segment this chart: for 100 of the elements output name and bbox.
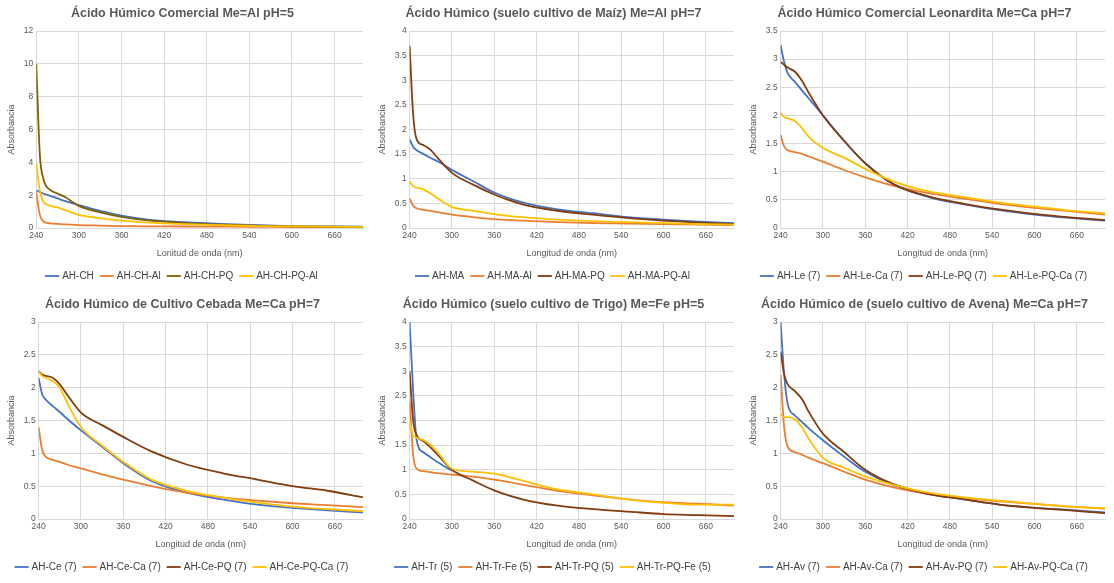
y-tick-label: 0.5 <box>765 480 778 491</box>
y-tick-label: 3 <box>401 74 407 85</box>
legend-label: AH-MA-PQ <box>554 269 605 281</box>
x-tick-label: 600 <box>1027 521 1042 532</box>
legend-label: AH-Av-PQ (7) <box>925 560 988 572</box>
x-tick-label: 660 <box>1069 521 1085 532</box>
y-tick-label: 0 <box>772 222 778 233</box>
legend-label: AH-Av-PQ-Ca (7) <box>1010 560 1088 572</box>
y-tick-label: 0 <box>401 513 407 524</box>
y-tick-label: 0 <box>28 222 34 233</box>
legend-label: AH-Ce-Ca (7) <box>99 560 161 572</box>
chart-title: Ácido Húmico Comercial Me=Al pH=5 <box>71 4 295 20</box>
x-tick-label: 240 <box>402 521 417 532</box>
x-tick-label: 360 <box>487 230 502 241</box>
x-tick-label: 540 <box>614 230 629 241</box>
x-tick-label: 300 <box>71 230 87 241</box>
y-tick-label: 3 <box>772 316 778 327</box>
x-tick-label: 480 <box>942 230 958 241</box>
x-tick-label: 540 <box>985 230 1000 241</box>
y-tick-label: 3.5 <box>765 25 778 36</box>
y-tick-label: 2 <box>28 189 34 200</box>
x-tick-label: 420 <box>158 521 173 532</box>
y-tick-label: 0 <box>772 513 778 524</box>
line-series <box>780 413 1105 510</box>
y-tick-label: 0.5 <box>765 194 778 205</box>
legend-label: AH-Tr-PQ-Fe (5) <box>636 560 711 572</box>
y-axis-title: Absorbancia <box>376 104 387 155</box>
y-tick-label: 2.5 <box>394 390 407 401</box>
legend-label: AH-Le (7) <box>776 269 821 281</box>
y-tick-label: 3.5 <box>394 340 407 351</box>
legend-label: AH-Tr-Fe (5) <box>475 560 532 572</box>
x-tick-label: 240 <box>31 521 46 532</box>
y-tick-label: 0 <box>30 513 36 524</box>
y-tick-label: 1 <box>772 447 778 458</box>
y-tick-label: 3 <box>772 53 778 64</box>
y-tick-label: 2 <box>401 123 407 134</box>
y-tick-label: 0.5 <box>394 488 407 499</box>
y-axis-title: Absorbancia <box>5 395 16 446</box>
x-tick-label: 480 <box>571 521 587 532</box>
y-tick-label: 1.5 <box>765 414 778 425</box>
x-axis-title: Longitud de onda (nm) <box>526 248 618 259</box>
legend-label: AH-Tr (5) <box>411 560 453 572</box>
y-tick-label: 2.5 <box>394 99 407 110</box>
y-axis-title: Absorbancia <box>747 395 758 446</box>
x-tick-label: 360 <box>858 230 873 241</box>
y-tick-label: 2 <box>772 109 778 120</box>
line-series <box>780 111 1105 215</box>
line-series <box>38 426 363 509</box>
x-tick-label: 600 <box>284 230 300 241</box>
x-tick-label: 300 <box>444 230 460 241</box>
legend-label: AH-Av-Ca (7) <box>842 560 903 572</box>
x-tick-label: 240 <box>773 230 788 241</box>
x-tick-label: 420 <box>529 230 544 241</box>
y-tick-label: 2 <box>772 382 778 393</box>
x-tick-label: 540 <box>614 521 629 532</box>
y-tick-label: 0 <box>401 222 407 233</box>
chart-title: Ácido Húmico (suelo cultivo de Maíz) Me=Al pH=7 <box>405 4 702 20</box>
y-tick-label: 2.5 <box>23 349 36 360</box>
x-tick-label: 480 <box>200 521 216 532</box>
line-series <box>409 322 453 472</box>
x-tick-label: 420 <box>900 521 915 532</box>
legend-label: AH-Le-Ca (7) <box>843 269 903 281</box>
line-series <box>409 419 734 506</box>
x-tick-label: 300 <box>815 521 831 532</box>
chart-title: Ácido Húmico de Cultivo Cebada Me=Ca pH=7 <box>44 295 321 311</box>
y-tick-label: 1.5 <box>23 414 36 425</box>
y-tick-label: 1 <box>401 464 407 475</box>
x-tick-label: 540 <box>242 230 257 241</box>
y-tick-label: 1.5 <box>394 439 407 450</box>
y-tick-label: 4 <box>401 25 407 36</box>
line-series <box>409 370 734 517</box>
x-axis-title: Longitud de onda (nm) <box>897 539 989 550</box>
x-tick-label: 600 <box>285 521 300 532</box>
y-tick-label: 2.5 <box>765 349 778 360</box>
x-tick-label: 480 <box>571 230 587 241</box>
y-tick-label: 0.5 <box>23 480 36 491</box>
x-tick-label: 360 <box>487 521 502 532</box>
legend-label: AH-CH-PQ-Al <box>256 269 318 281</box>
y-axis-title: Absorbancia <box>5 104 16 155</box>
chart-title: Ácido Húmico de (suelo cultivo de Avena) Me=Ca pH=7 <box>761 295 1088 311</box>
y-tick-label: 0.5 <box>394 197 407 208</box>
x-tick-label: 240 <box>29 230 44 241</box>
legend-label: AH-Ce-PQ-Ca (7) <box>269 560 349 572</box>
y-tick-label: 1 <box>772 166 778 177</box>
x-tick-label: 360 <box>114 230 129 241</box>
x-axis-title: Lonitud de onda (nm) <box>156 248 243 259</box>
y-tick-label: 6 <box>28 123 34 134</box>
line-series <box>780 134 1105 216</box>
y-tick-label: 4 <box>28 156 34 167</box>
y-tick-label: 1 <box>30 447 36 458</box>
y-axis-title: Absorbancia <box>747 104 758 155</box>
legend-label: AH-MA-PQ-Al <box>627 269 690 281</box>
y-tick-label: 10 <box>23 58 34 69</box>
legend-label: AH-MA-Al <box>487 269 532 281</box>
y-tick-label: 3.5 <box>394 49 407 60</box>
y-tick-label: 2 <box>30 382 36 393</box>
x-tick-label: 660 <box>698 521 714 532</box>
x-tick-label: 360 <box>116 521 131 532</box>
y-tick-label: 2 <box>401 414 407 425</box>
line-series <box>409 197 734 226</box>
